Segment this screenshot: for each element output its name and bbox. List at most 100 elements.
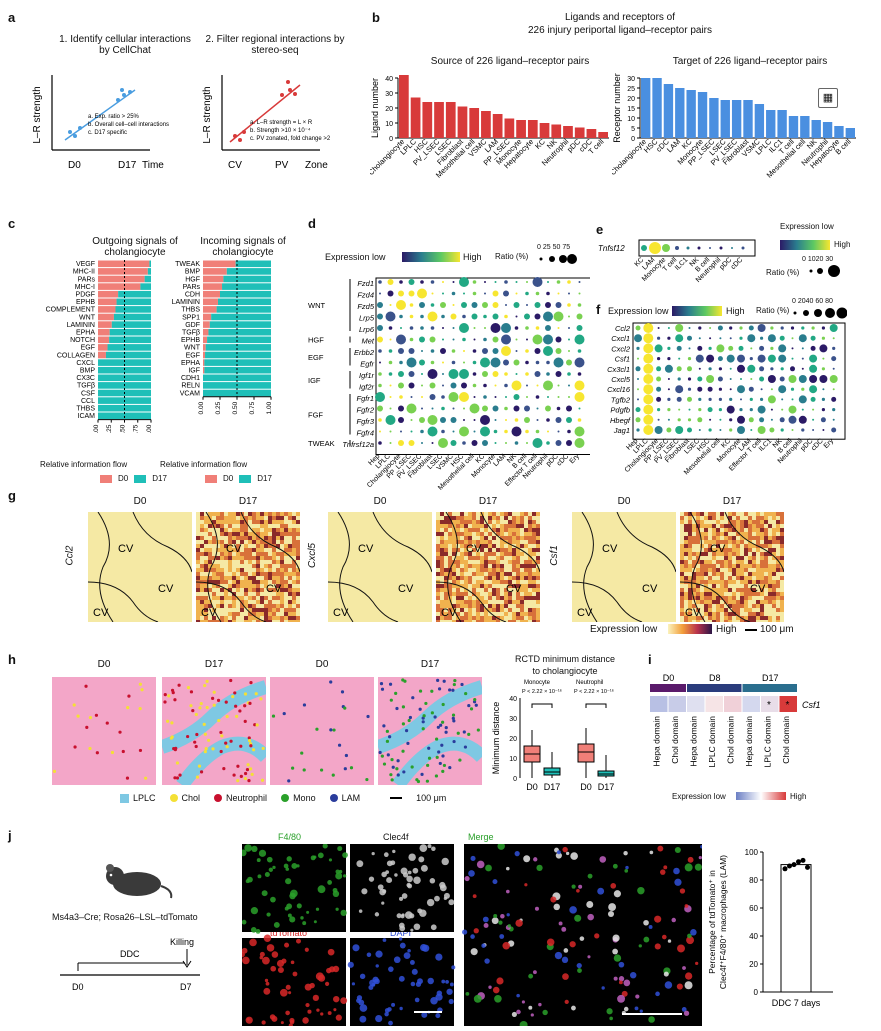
- pixel: [508, 592, 512, 596]
- pixel: [196, 544, 200, 548]
- bar-d0-PARs: [98, 275, 145, 283]
- dot: [524, 417, 530, 423]
- pixel: [240, 524, 244, 528]
- cell-signal: [343, 874, 347, 878]
- cell-signal: [317, 885, 326, 894]
- pixel: [464, 552, 468, 556]
- cell-signal: [574, 914, 582, 922]
- marker-star: *: [786, 700, 790, 711]
- dot: [567, 372, 571, 376]
- pixel: [256, 520, 260, 524]
- pixel: [272, 572, 276, 576]
- gene-Fgfr3: Fgfr3: [356, 417, 374, 426]
- cv-label: CV: [201, 607, 217, 619]
- dot: [709, 337, 712, 340]
- dot: [441, 395, 445, 399]
- pixel: [436, 596, 440, 600]
- qr-icon[interactable]: ▦: [818, 88, 838, 108]
- pixel: [680, 588, 684, 592]
- dot: [656, 396, 662, 402]
- pixel: [448, 512, 452, 516]
- pixel: [248, 540, 252, 544]
- dot: [747, 364, 756, 373]
- pixel: [248, 608, 252, 612]
- pixel: [472, 524, 476, 528]
- pixel: [444, 616, 448, 620]
- dot: [567, 429, 571, 434]
- cell-dot: [337, 743, 342, 747]
- cell-signal: [356, 860, 364, 868]
- cell-signal: [623, 1006, 629, 1012]
- pixel: [756, 532, 760, 536]
- bar-Fibroblast: [743, 100, 753, 138]
- cell-dot: [448, 765, 452, 770]
- pixel: [780, 560, 784, 564]
- pixel: [284, 532, 288, 536]
- cell-signal: [325, 981, 330, 986]
- g-gene-Csf1: Csf1: [548, 545, 560, 566]
- dot: [729, 326, 733, 330]
- cell-dot: [246, 763, 250, 767]
- dot: [427, 426, 438, 437]
- dot: [667, 336, 671, 340]
- dot: [543, 380, 553, 391]
- dot: [513, 394, 520, 400]
- dot: [810, 335, 816, 341]
- pixel: [216, 548, 220, 552]
- pixel: [452, 528, 456, 532]
- pixel: [232, 556, 236, 560]
- panel-g-legend-low: Expression low: [590, 624, 658, 635]
- pixel: [476, 532, 480, 536]
- cell-dot: [407, 718, 411, 723]
- cell-signal: [674, 846, 681, 854]
- pixel: [444, 588, 448, 592]
- cell-signal: [296, 864, 300, 868]
- dot: [463, 407, 465, 410]
- pixel: [460, 520, 464, 524]
- pixel: [752, 620, 756, 622]
- legend-d0-2: D0: [223, 474, 234, 483]
- cell-signal: [306, 910, 310, 914]
- dot: [452, 338, 455, 341]
- cell-signal: [686, 936, 695, 945]
- panel-j-micrographs: [242, 844, 702, 1026]
- dot: [739, 326, 743, 330]
- pixel: [460, 540, 464, 544]
- pvalue: P < 2.22 × 10⁻¹⁶: [574, 688, 614, 695]
- cell-signal: [569, 906, 577, 914]
- pixel: [276, 588, 280, 592]
- pixel: [492, 616, 496, 620]
- dot: [511, 380, 522, 391]
- pixel: [296, 528, 300, 532]
- pixel: [292, 548, 296, 552]
- cell-signal: [571, 1005, 576, 1011]
- pixel: [776, 520, 780, 524]
- dot: [546, 418, 550, 422]
- pixel: [468, 540, 472, 544]
- pixel: [196, 596, 200, 600]
- dot: [555, 336, 562, 343]
- bar-d17-EPHA: [204, 359, 271, 366]
- pixel: [744, 532, 748, 536]
- pixel: [508, 572, 512, 576]
- pixel: [756, 528, 760, 532]
- dot: [576, 313, 583, 320]
- pixel: [268, 564, 272, 568]
- dot: [440, 417, 446, 423]
- bar-d17-PDGF: [118, 290, 151, 298]
- dot: [431, 292, 434, 295]
- cell-signal: [288, 991, 292, 995]
- pixel: [772, 536, 776, 540]
- pixel: [240, 516, 244, 520]
- dot: [698, 429, 701, 431]
- row-label: SPP1: [182, 314, 200, 321]
- cell-dot: [390, 758, 394, 762]
- pixel: [452, 584, 456, 588]
- pixel: [516, 536, 520, 540]
- dot: [459, 277, 469, 287]
- pixel: [696, 552, 700, 556]
- pixel: [532, 528, 536, 532]
- cell-signal: [462, 929, 468, 935]
- cell-signal: [536, 864, 543, 871]
- pixel: [204, 516, 208, 520]
